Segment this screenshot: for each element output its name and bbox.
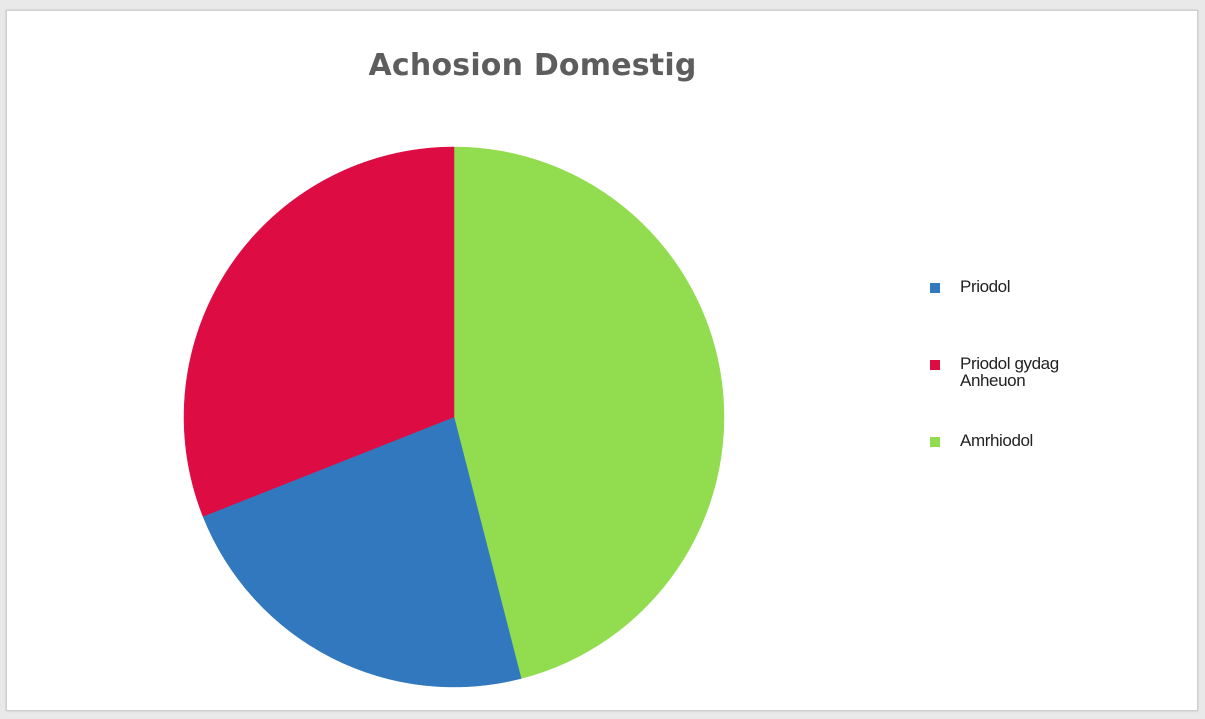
chart-title: Achosion Domestig (368, 48, 697, 83)
legend-item-priodol: Priodol (930, 278, 1100, 295)
legend-label-priodol-gydag-anheuon: Priodol gydag Anheuon (960, 354, 1059, 390)
legend-item-amrhiodol: Amrhiodol (930, 432, 1100, 449)
legend-swatch-priodol-gydag-anheuon (930, 360, 940, 370)
legend-swatch-amrhiodol (930, 437, 940, 447)
legend-label-priodol: Priodol (960, 277, 1011, 296)
legend-label-amrhiodol: Amrhiodol (960, 431, 1033, 450)
legend-swatch-priodol (930, 283, 940, 293)
legend-item-priodol-gydag-anheuon: Priodol gydag Anheuon (930, 355, 1100, 389)
